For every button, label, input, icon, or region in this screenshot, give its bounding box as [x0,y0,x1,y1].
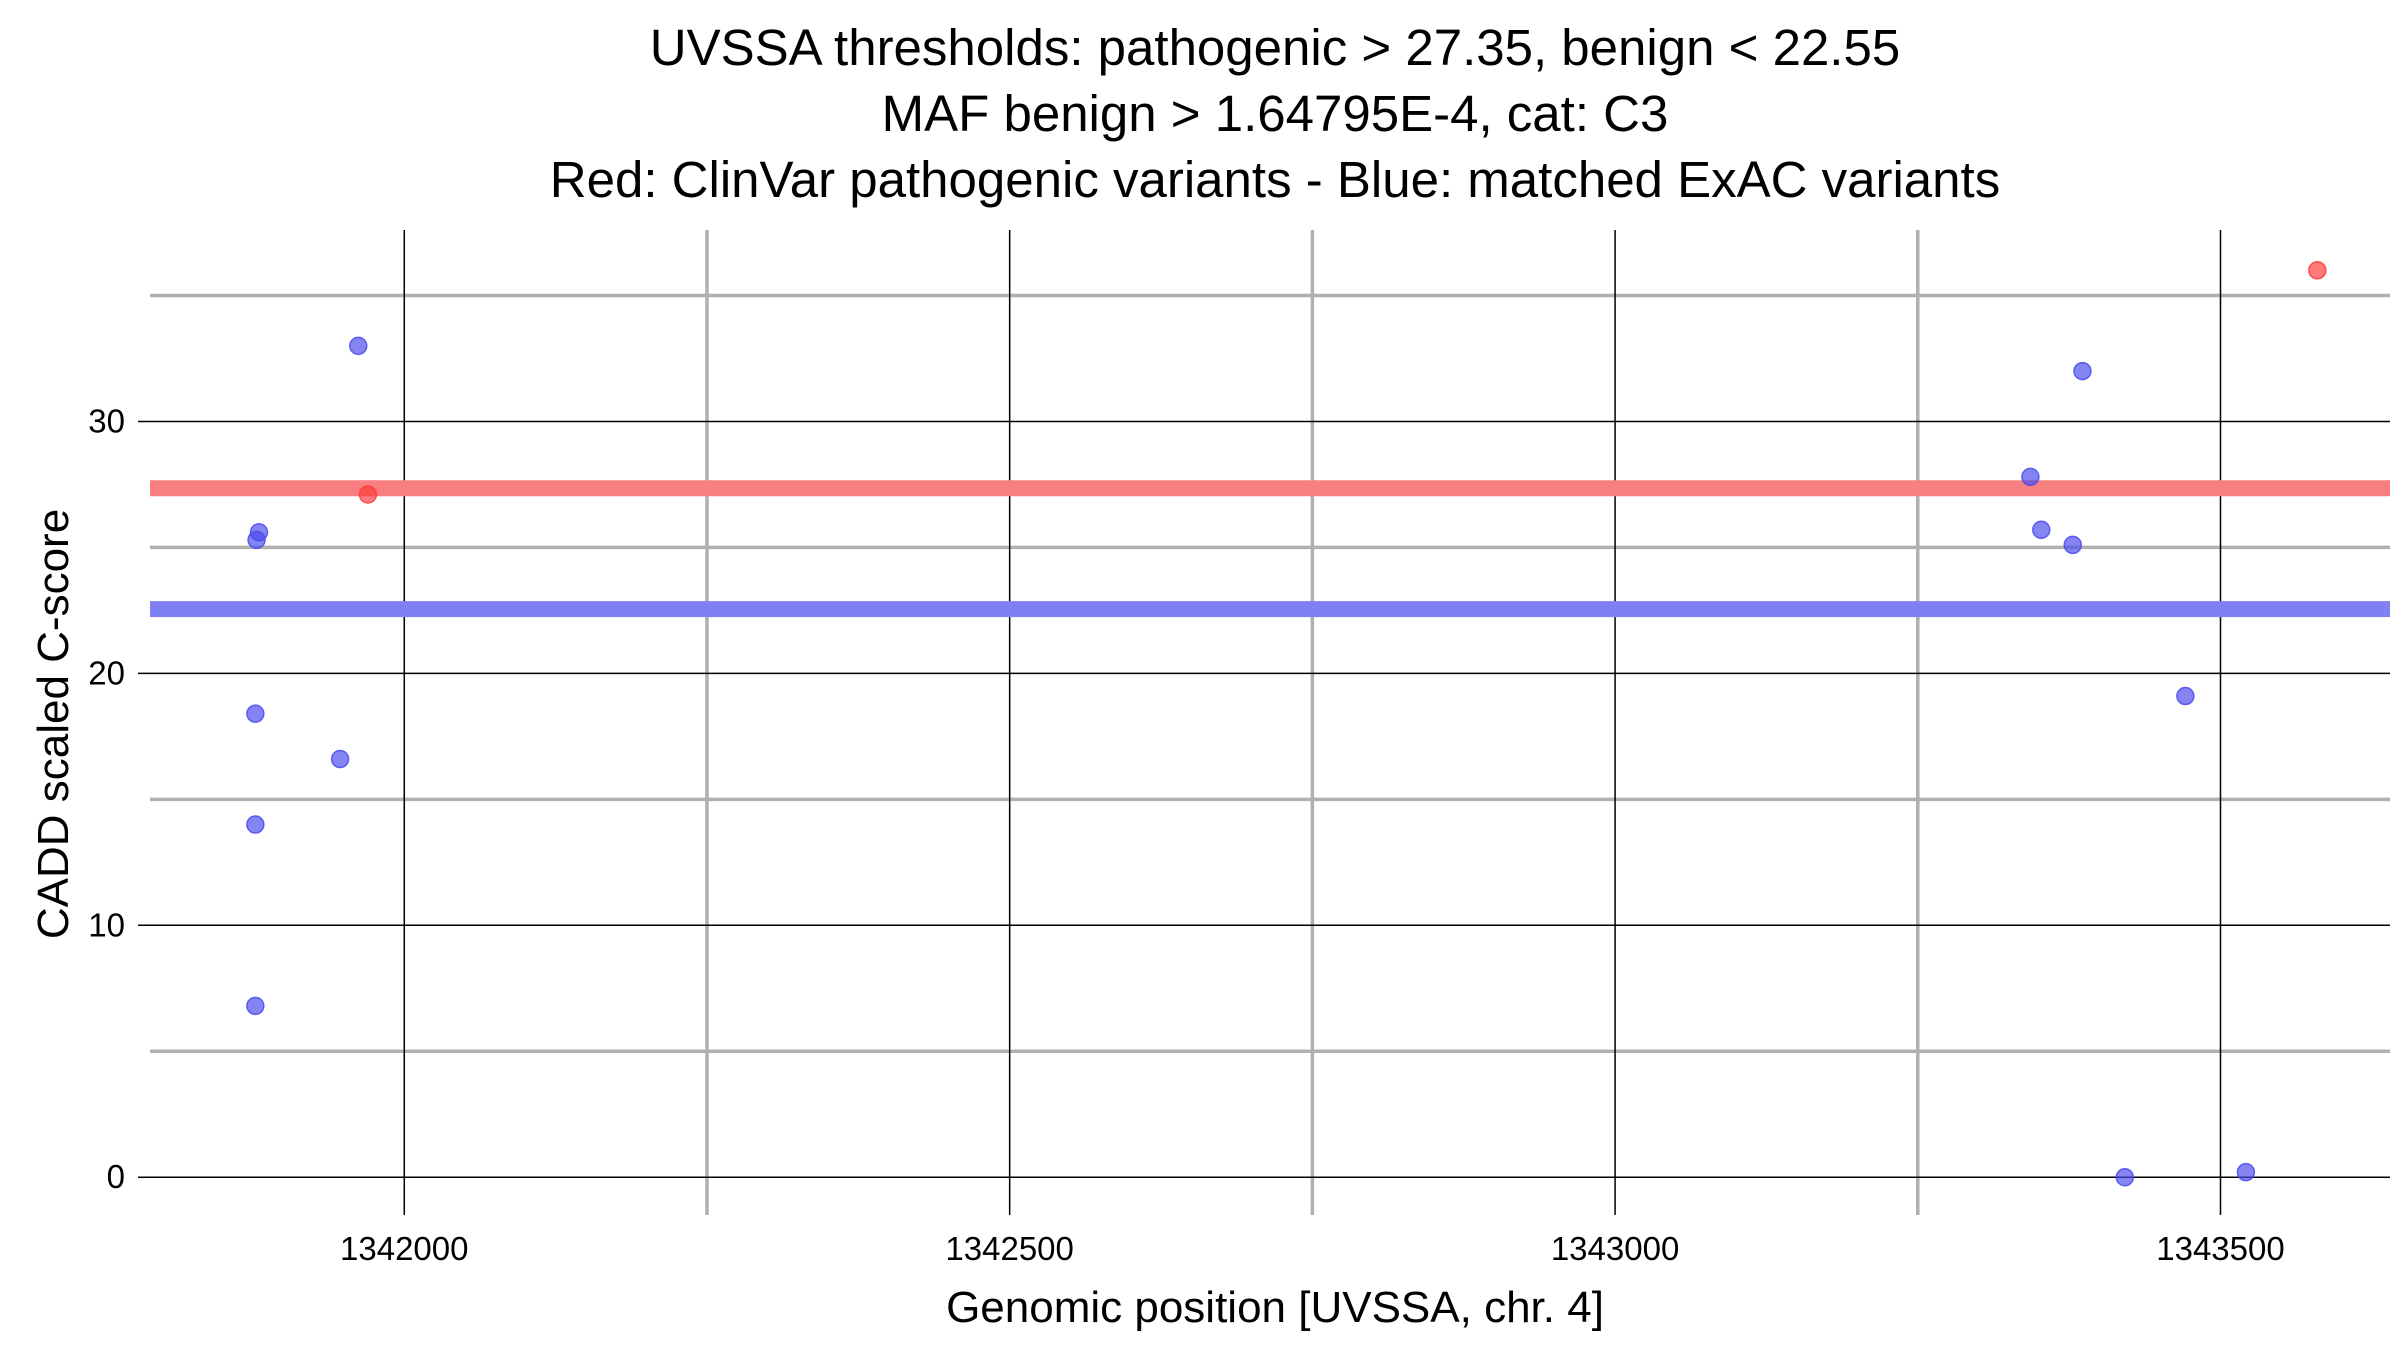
y-tick-label: 20 [88,654,125,691]
x-tick-label: 1343500 [2156,1230,2284,1267]
data-point [246,996,265,1016]
data-point [349,336,368,356]
x-tick-label: 1343000 [1551,1230,1679,1267]
y-tick-label: 30 [88,402,125,439]
data-point [2073,361,2092,381]
data-point [2115,1167,2135,1187]
data-point [330,749,350,769]
data-point [2021,467,2040,487]
x-axis: 1342000 1342500 1343000 1343500 [340,1230,2285,1267]
y-axis: 0 10 20 30 [88,402,160,1195]
data-point [2236,1162,2256,1182]
chart-title-line-1: UVSSA thresholds: pathogenic > 27.35, be… [649,19,1901,76]
x-axis-title: Genomic position [UVSSA, chr. 4] [946,1283,1604,1332]
threshold-lines [150,480,2390,618]
data-points [246,261,2327,1187]
data-point [246,704,265,723]
data-point [246,815,265,834]
data-point [2308,261,2327,280]
y-tick-label: 0 [107,1158,125,1195]
data-point [2176,686,2195,706]
major-gridlines [160,230,2390,1215]
y-tick-label: 10 [88,906,125,943]
data-point [247,530,266,550]
minor-gridlines [150,230,2390,1215]
data-point [2063,535,2083,555]
x-tick-label: 1342500 [945,1230,1073,1267]
data-point [2032,520,2051,540]
chart-title-line-2: MAF benign > 1.64795E-4, cat: C3 [881,85,1669,142]
y-axis-title: CADD scaled C-score [29,509,78,939]
x-tick-label: 1342000 [340,1230,468,1267]
data-point [358,485,378,504]
chart-title-line-3: Red: ClinVar pathogenic variants - Blue:… [549,151,2001,208]
